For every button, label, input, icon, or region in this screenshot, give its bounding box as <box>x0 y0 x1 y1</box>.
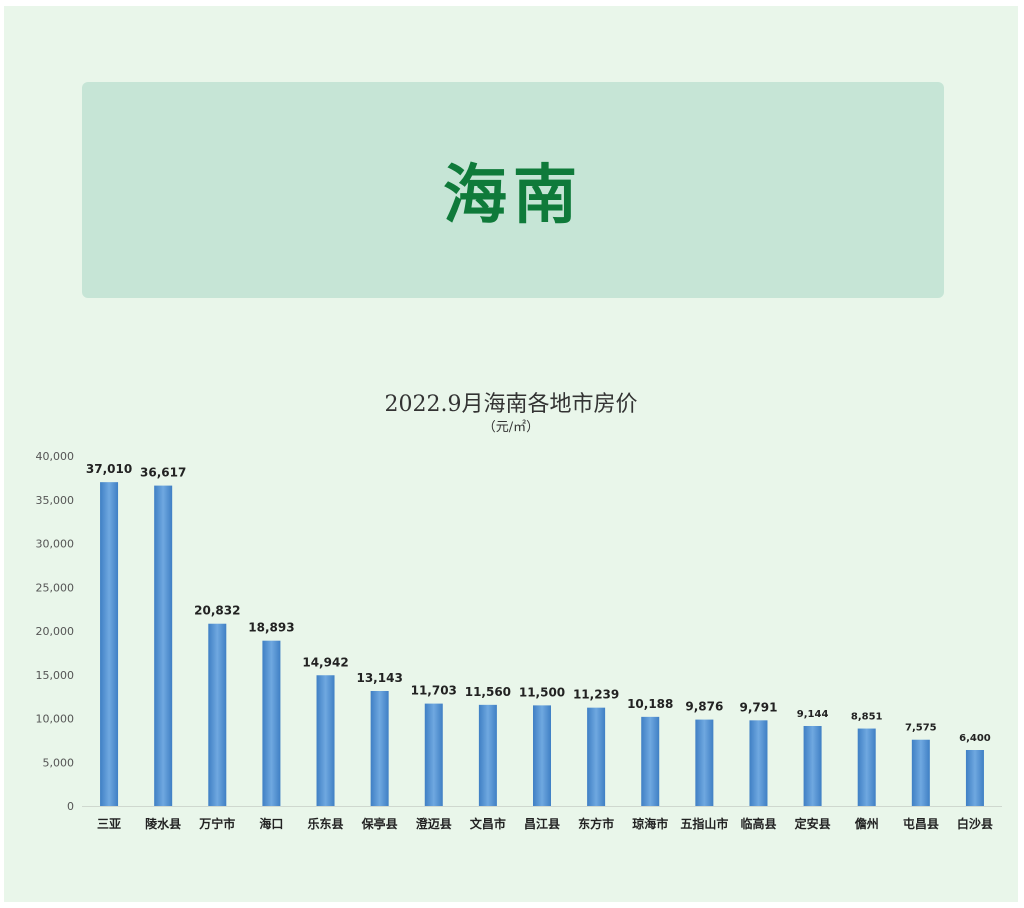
x-tick-label: 五指山市 <box>680 816 728 831</box>
bar <box>100 482 119 806</box>
data-label: 7,575 <box>905 723 937 734</box>
data-label: 18,893 <box>248 621 294 635</box>
bar <box>695 719 714 806</box>
y-tick-label: 35,000 <box>36 494 75 507</box>
data-label: 11,500 <box>519 685 565 699</box>
y-tick-label: 0 <box>67 800 74 813</box>
x-tick-label: 保亭县 <box>361 816 398 831</box>
bar <box>641 716 660 806</box>
x-tick-label: 海口 <box>259 816 283 831</box>
bar <box>208 623 227 806</box>
title-banner: 海南 <box>82 82 944 298</box>
bar <box>857 728 876 806</box>
x-tick-label: 琼海市 <box>632 816 668 831</box>
x-tick-label: 儋州 <box>855 816 879 831</box>
page-background: 海南 2022.9月海南各地市房价 （元/㎡） <box>4 6 1018 902</box>
x-tick-label: 临高县 <box>740 816 776 831</box>
bar <box>587 707 606 806</box>
x-tick-label: 文昌市 <box>470 816 506 831</box>
bar <box>803 725 822 806</box>
chart-title: 2022.9月海南各地市房价 <box>384 392 638 417</box>
x-tick-label: 定安县 <box>795 816 831 831</box>
data-label: 9,791 <box>739 700 777 714</box>
bar-layer <box>100 482 984 806</box>
chart-subtitle: （元/㎡） <box>482 420 540 435</box>
bar <box>965 750 984 806</box>
bar <box>316 675 335 806</box>
data-label: 11,560 <box>465 685 511 699</box>
y-tick-label: 20,000 <box>36 625 75 638</box>
bar <box>749 720 768 806</box>
bar <box>370 690 389 806</box>
data-label: 9,876 <box>685 700 723 714</box>
x-tick-label: 澄迈县 <box>416 816 452 831</box>
data-label: 11,239 <box>573 688 619 702</box>
y-tick-label: 30,000 <box>36 538 75 551</box>
y-tick-label: 10,000 <box>36 713 75 726</box>
data-label: 8,851 <box>851 712 883 723</box>
data-label: 9,144 <box>797 709 829 720</box>
bar <box>424 703 443 806</box>
x-tick-label: 白沙县 <box>957 816 993 831</box>
bar <box>911 739 930 806</box>
banner-title: 海南 <box>443 159 583 233</box>
x-tick-label: 乐东县 <box>308 816 344 831</box>
y-tick-label: 15,000 <box>36 669 75 682</box>
data-label: 6,400 <box>959 733 991 744</box>
x-tick-label: 昌江县 <box>524 816 560 831</box>
data-label: 36,617 <box>140 466 186 480</box>
x-tick-label: 屯昌县 <box>903 816 939 831</box>
x-tick-label: 陵水县 <box>145 816 181 831</box>
data-label: 13,143 <box>356 671 402 685</box>
x-tick-label: 万宁市 <box>198 816 235 831</box>
bar <box>154 485 173 806</box>
data-label: 10,188 <box>627 697 673 711</box>
x-tick-label: 东方市 <box>578 816 614 831</box>
bar <box>533 705 551 806</box>
x-tick-label: 三亚 <box>97 817 121 831</box>
y-tick-label: 40,000 <box>36 450 75 463</box>
axis-layer: 0 5,000 10,000 15,000 20,000 25,000 30,000 35,0… <box>36 450 1002 813</box>
y-tick-label: 5,000 <box>43 756 75 769</box>
bar <box>262 640 281 806</box>
data-label: 20,832 <box>194 604 240 618</box>
y-tick-label: 25,000 <box>36 581 75 594</box>
data-label: 11,703 <box>411 684 457 698</box>
bar <box>478 704 497 806</box>
data-label: 37,010 <box>86 462 132 476</box>
data-label: 14,942 <box>302 655 348 669</box>
label-layer: 37,010 三亚 36,617 陵水县 20,832 万宁市 18,893 海口 14,942… <box>86 462 993 831</box>
